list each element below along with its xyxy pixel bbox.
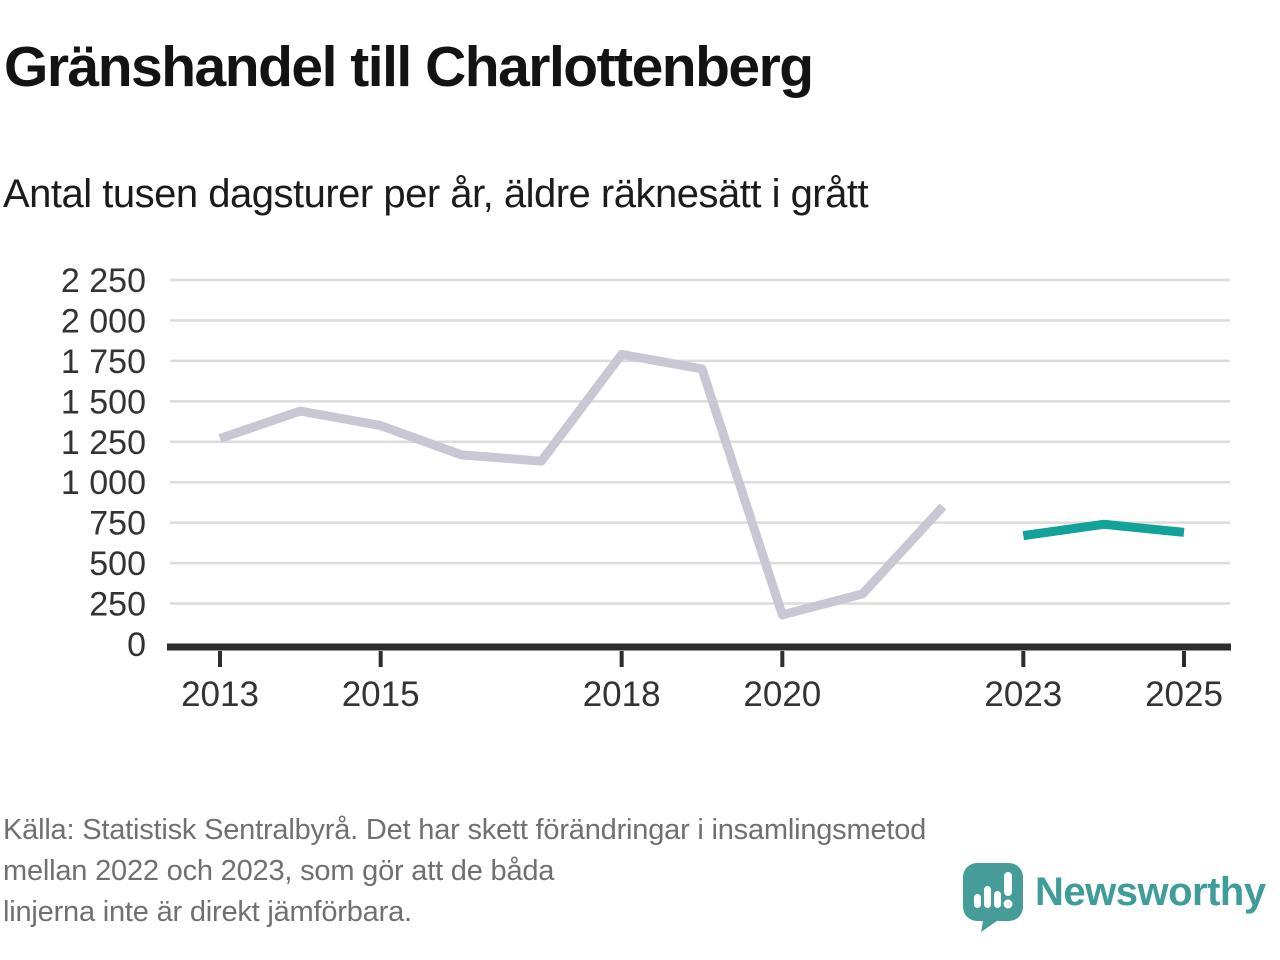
y-tick-label: 2 000 <box>61 302 146 340</box>
y-tick-label: 1 250 <box>61 424 146 462</box>
x-tick-label: 2015 <box>342 675 420 714</box>
newsworthy-logo-icon <box>963 863 1023 932</box>
y-tick-label: 750 <box>89 505 146 543</box>
y-tick-label: 1 500 <box>61 383 146 421</box>
y-tick-label: 0 <box>127 626 146 664</box>
series-line-aldre-raknesatt-gratt <box>218 349 947 620</box>
y-tick-label: 2 250 <box>61 262 146 300</box>
series-line-nyare-raknesatt-teal <box>1022 519 1185 541</box>
newsworthy-wordmark: Newsworthy <box>1035 870 1266 914</box>
y-tick-label: 500 <box>89 545 146 583</box>
source-note: Källa: Statistisk Sentralbyrå. Det har s… <box>3 810 926 933</box>
y-gridlines <box>170 278 1230 605</box>
x-tick-label: 2020 <box>743 675 821 714</box>
source-line: linjerna inte är direkt jämförbara. <box>3 896 412 928</box>
y-tick-label: 250 <box>89 586 146 624</box>
x-tick-label: 2025 <box>1145 675 1223 714</box>
chart-title: Gränshandel till Charlottenberg <box>4 35 814 99</box>
x-axis-ticks <box>218 651 1186 667</box>
x-tick-label: 2013 <box>181 675 259 714</box>
newsworthy-logo: Newsworthy <box>963 863 1266 932</box>
x-tick-label: 2018 <box>583 675 661 714</box>
x-tick-label: 2023 <box>984 675 1062 714</box>
y-tick-label: 1 750 <box>61 343 146 381</box>
x-axis-labels: 2013 2015 2018 2020 2023 2025 <box>181 675 1223 714</box>
source-line: mellan 2022 och 2023, som gör att de båd… <box>3 855 555 887</box>
source-line: Källa: Statistisk Sentralbyrå. Det har s… <box>3 814 927 846</box>
series-lines <box>218 349 1185 620</box>
y-tick-label: 1 000 <box>61 464 146 502</box>
chart-subtitle: Antal tusen dagsturer per år, äldre räkn… <box>3 172 869 216</box>
